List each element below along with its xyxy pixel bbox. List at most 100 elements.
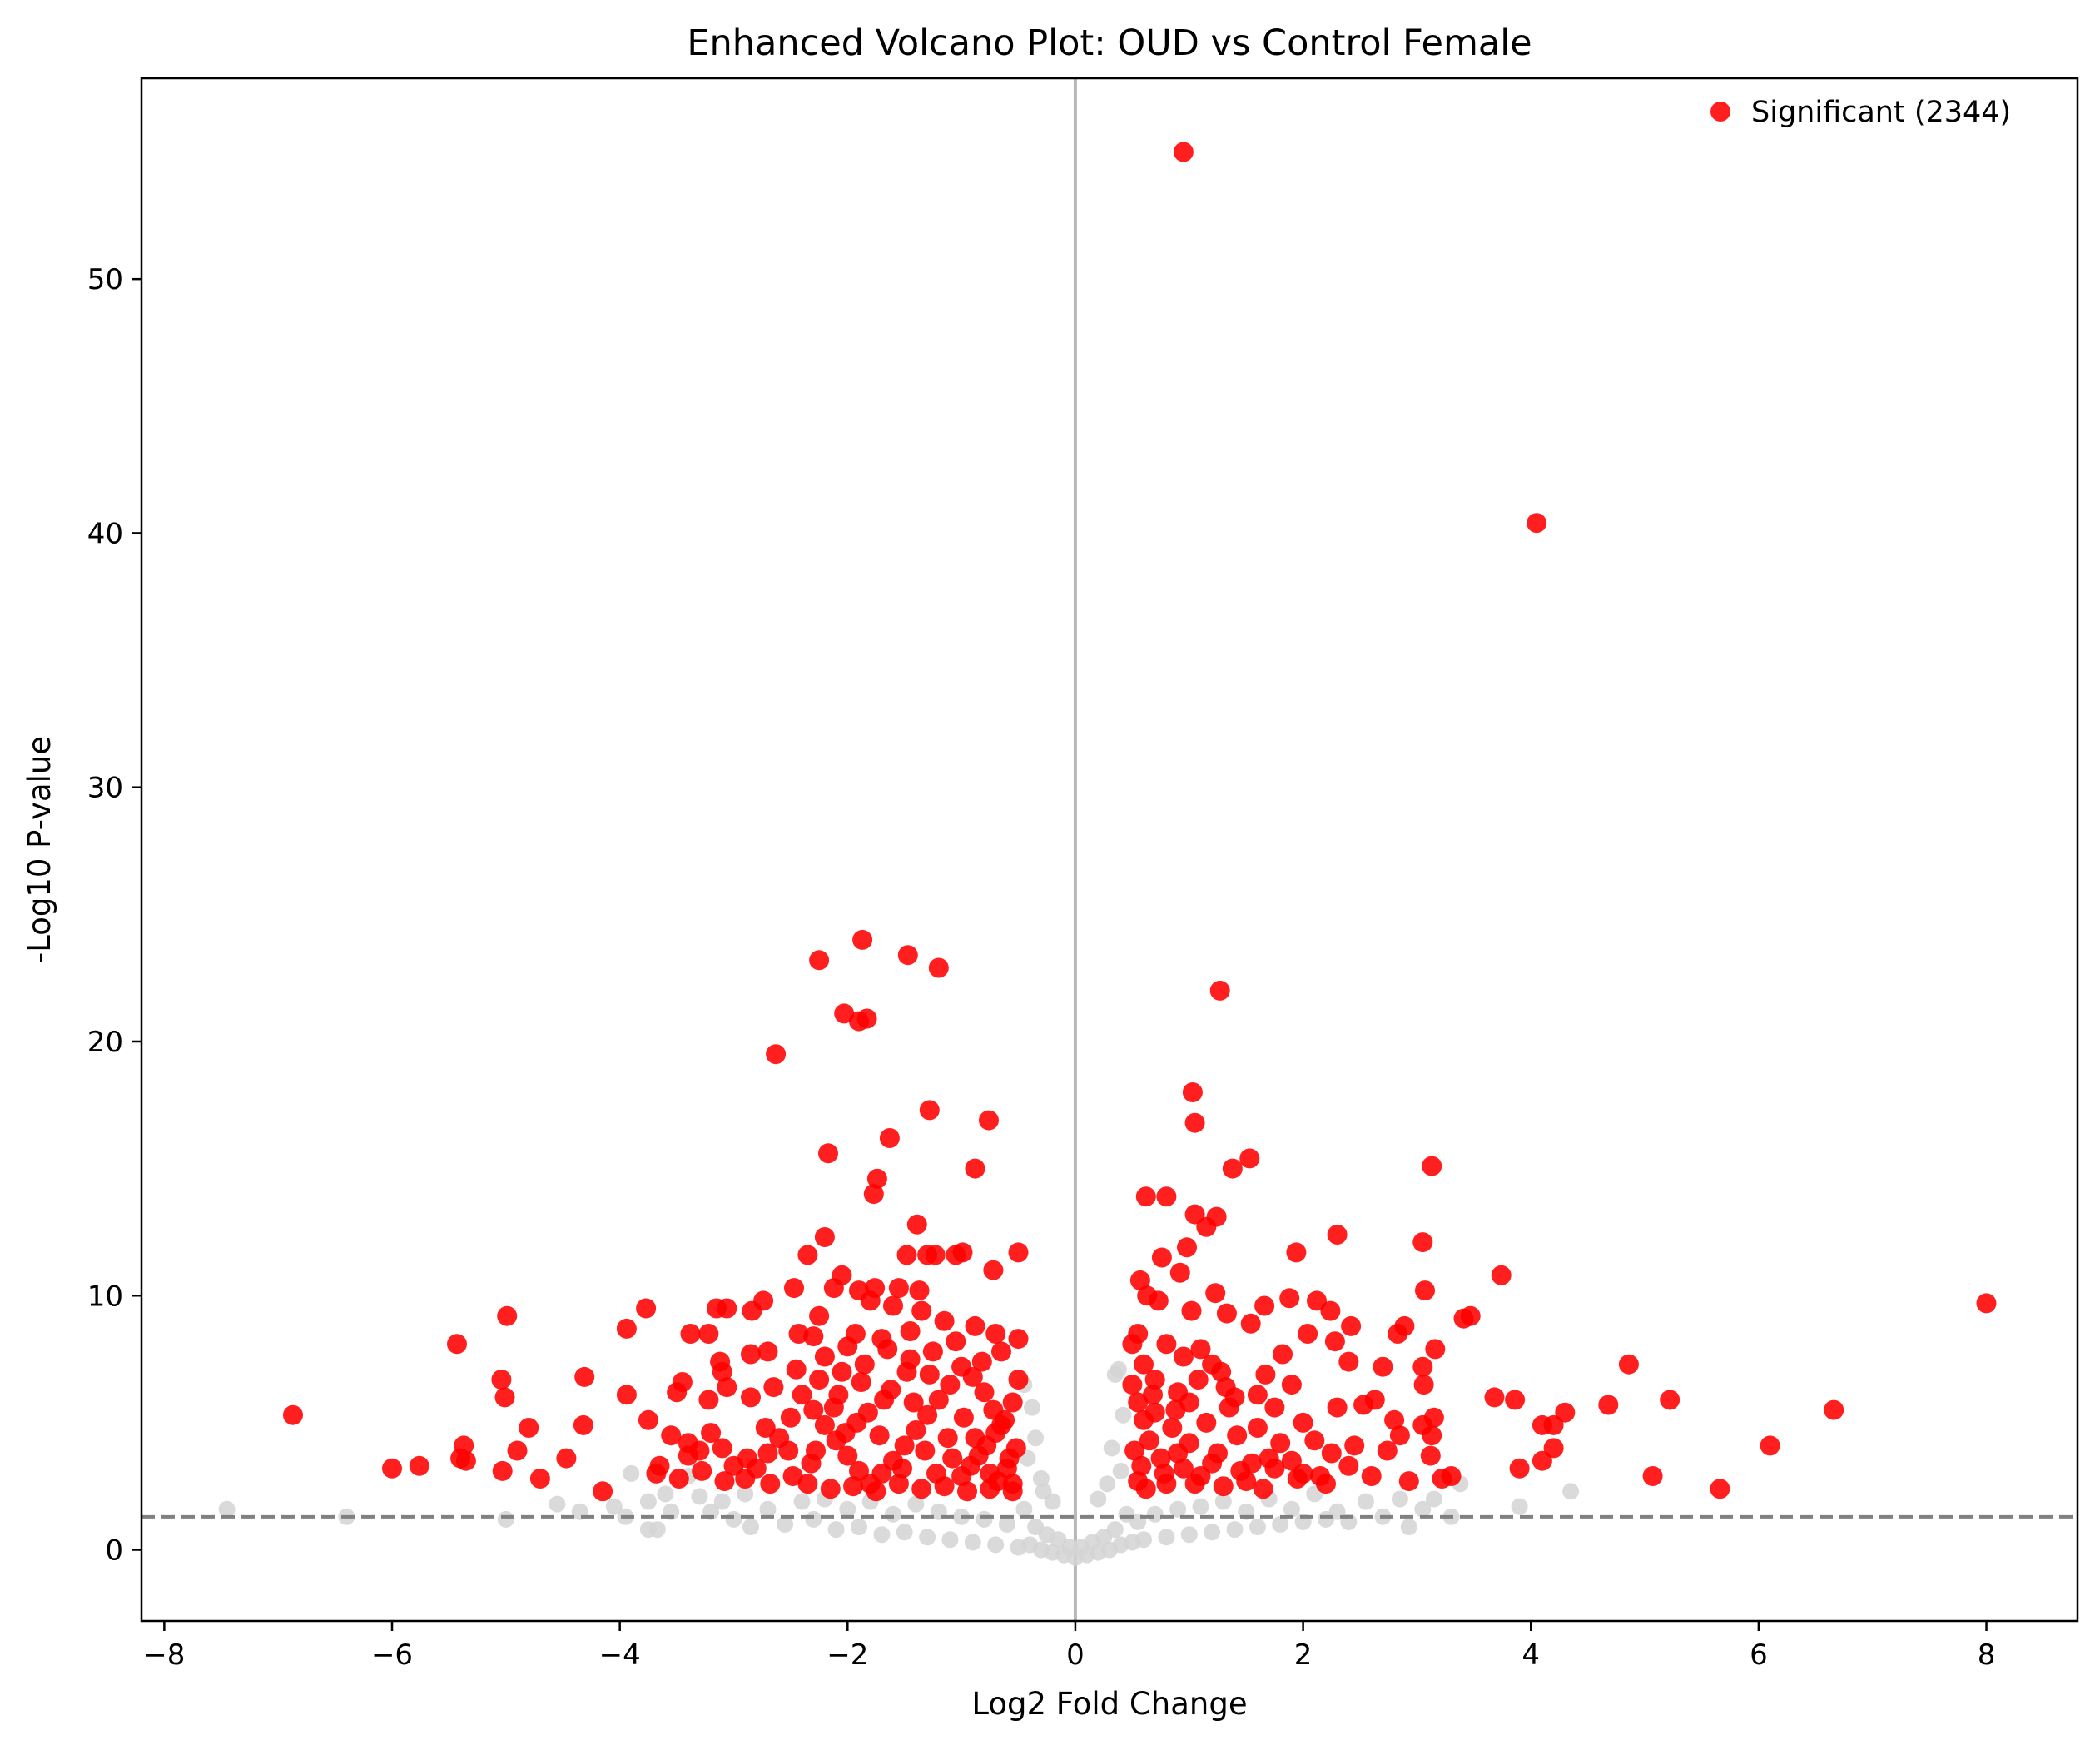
- data-point-significant: [1129, 1270, 1150, 1290]
- data-point-significant: [782, 1466, 803, 1486]
- data-point-significant: [1128, 1324, 1149, 1344]
- data-point-significant: [1491, 1265, 1512, 1285]
- data-point-significant: [1420, 1445, 1441, 1466]
- data-point-significant: [1310, 1466, 1331, 1486]
- data-point-not-significant: [1214, 1493, 1232, 1510]
- data-point-significant: [574, 1366, 595, 1387]
- data-point-significant: [803, 1326, 824, 1347]
- data-point-not-significant: [873, 1526, 891, 1544]
- data-point-significant: [919, 1100, 940, 1121]
- data-point-significant: [1154, 1463, 1174, 1484]
- data-point-significant: [814, 1414, 835, 1435]
- plot-inner: [141, 78, 2078, 1621]
- data-point-significant: [1240, 1313, 1261, 1334]
- data-point-not-significant: [497, 1510, 514, 1528]
- data-point-significant: [1660, 1390, 1680, 1410]
- data-point-significant: [1412, 1356, 1433, 1377]
- data-point-significant: [678, 1445, 698, 1466]
- data-point-not-significant: [964, 1534, 981, 1551]
- data-point-significant: [1148, 1290, 1169, 1311]
- data-point-significant: [906, 1420, 926, 1440]
- data-point-not-significant: [1135, 1531, 1152, 1549]
- data-point-significant: [809, 1370, 830, 1390]
- data-point-significant: [1224, 1387, 1245, 1408]
- data-point-significant: [1181, 1300, 1202, 1321]
- data-point-significant: [1205, 1283, 1226, 1304]
- data-point-not-significant: [1103, 1439, 1120, 1457]
- data-point-significant: [757, 1341, 778, 1362]
- data-point-significant: [854, 1354, 875, 1375]
- data-point-significant: [1398, 1471, 1419, 1492]
- data-point-significant: [874, 1390, 895, 1410]
- data-point-significant: [942, 1448, 963, 1469]
- x-tick-label: −2: [827, 1638, 868, 1672]
- x-tick-label: −8: [143, 1638, 185, 1672]
- data-point-significant: [957, 1481, 977, 1502]
- x-tick-label: 4: [1522, 1638, 1540, 1672]
- data-point-significant: [926, 1463, 946, 1484]
- data-point-not-significant: [218, 1500, 236, 1518]
- data-point-significant: [1264, 1397, 1285, 1418]
- data-point-not-significant: [725, 1510, 742, 1528]
- data-point-significant: [1710, 1479, 1730, 1499]
- data-point-significant: [928, 957, 949, 978]
- data-point-significant: [698, 1390, 719, 1410]
- data-point-significant: [951, 1356, 972, 1377]
- data-point-significant: [1555, 1402, 1576, 1423]
- data-point-significant: [892, 1458, 912, 1479]
- data-point-significant: [1184, 1474, 1205, 1494]
- data-point-significant: [896, 1361, 917, 1382]
- data-point-significant: [1281, 1375, 1302, 1395]
- data-point-not-significant: [987, 1536, 1005, 1554]
- data-point-not-significant: [1249, 1519, 1266, 1535]
- data-point-significant: [447, 1334, 467, 1355]
- data-point-not-significant: [1180, 1526, 1198, 1544]
- data-point-significant: [741, 1387, 761, 1408]
- data-point-significant: [1124, 1440, 1145, 1461]
- y-tick-label: 20: [87, 1026, 123, 1059]
- data-point-significant: [1216, 1303, 1237, 1324]
- data-point-significant: [871, 1329, 892, 1350]
- data-point-not-significant: [941, 1531, 959, 1549]
- data-point-significant: [760, 1474, 781, 1494]
- data-point-not-significant: [648, 1521, 666, 1539]
- data-point-significant: [766, 1044, 787, 1065]
- data-point-not-significant: [1400, 1519, 1417, 1535]
- data-point-not-significant: [1035, 1483, 1052, 1500]
- data-point-significant: [1760, 1435, 1780, 1456]
- data-point-significant: [1144, 1402, 1165, 1423]
- data-point-not-significant: [777, 1516, 794, 1533]
- data-point-significant: [692, 1460, 712, 1481]
- data-point-significant: [616, 1318, 637, 1339]
- data-point-significant: [712, 1438, 732, 1459]
- data-point-not-significant: [1115, 1406, 1132, 1424]
- data-point-significant: [1128, 1392, 1149, 1413]
- data-point-significant: [707, 1298, 727, 1319]
- data-point-significant: [900, 1321, 921, 1341]
- data-point-significant: [1211, 1361, 1232, 1382]
- data-point-significant: [737, 1448, 757, 1469]
- data-point-significant: [755, 1418, 776, 1438]
- data-point-significant: [1425, 1339, 1446, 1360]
- data-point-not-significant: [998, 1516, 1015, 1533]
- data-point-not-significant: [1169, 1500, 1187, 1518]
- data-point-not-significant: [1357, 1493, 1374, 1510]
- data-point-significant: [818, 1143, 838, 1164]
- data-point-significant: [1353, 1395, 1374, 1415]
- data-point-significant: [1008, 1370, 1029, 1390]
- data-point-significant: [455, 1450, 476, 1471]
- x-tick-label: 2: [1294, 1638, 1313, 1672]
- data-point-significant: [1213, 1476, 1234, 1497]
- data-point-significant: [852, 929, 873, 950]
- data-point-significant: [953, 1407, 974, 1428]
- data-point-significant: [1209, 980, 1230, 1001]
- data-point-significant: [869, 1425, 890, 1446]
- data-point-not-significant: [793, 1493, 811, 1510]
- data-point-not-significant: [1106, 1521, 1124, 1539]
- data-point-significant: [1384, 1409, 1405, 1430]
- data-point-not-significant: [1027, 1429, 1045, 1447]
- data-point-significant: [1505, 1390, 1526, 1410]
- data-point-significant: [1373, 1356, 1393, 1377]
